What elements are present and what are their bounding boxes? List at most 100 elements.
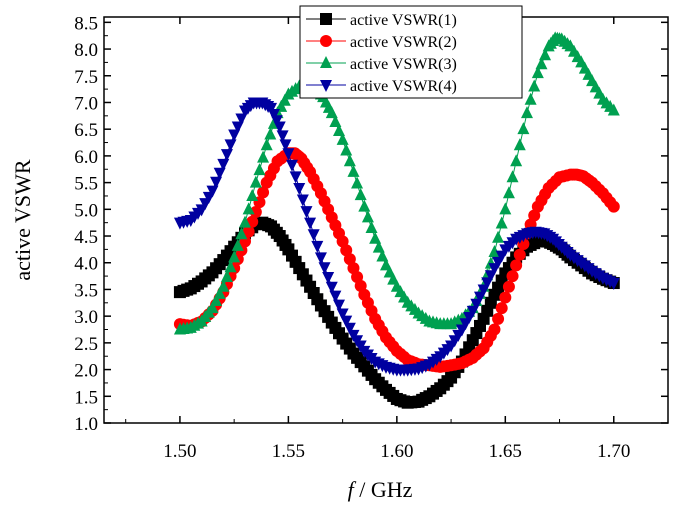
data-point [361, 210, 374, 223]
data-point [265, 102, 278, 115]
data-point [242, 225, 255, 238]
axes: 1.0 1.5 2.0 2.5 3.0 3.5 4.0 4.5 5.0 5.5 6.0 6.5 7.0 7… [74, 13, 669, 462]
data-point [264, 127, 277, 140]
series-layer [173, 31, 620, 409]
data-point [318, 262, 331, 275]
data-point [513, 138, 526, 151]
data-point [495, 302, 508, 315]
legend-label: active VSWR(3) [350, 56, 457, 73]
data-point [235, 227, 248, 240]
data-point [206, 301, 219, 314]
data-point [279, 139, 292, 152]
data-point [329, 290, 342, 303]
data-point [224, 139, 237, 152]
data-point [499, 202, 512, 215]
data-point [499, 291, 512, 304]
data-point [213, 167, 226, 180]
data-point [231, 238, 244, 251]
y-tick-label: 2.0 [74, 361, 98, 382]
legend-marker [320, 56, 332, 68]
y-tick-label: 7.0 [74, 93, 98, 114]
y-tick-label: 5.0 [74, 200, 98, 221]
legend-label: active VSWR(4) [350, 78, 457, 95]
data-point [492, 312, 505, 325]
data-point [286, 249, 298, 262]
data-point [506, 170, 519, 183]
legend-marker [320, 80, 332, 92]
data-point [325, 106, 338, 119]
data-point [304, 217, 317, 230]
legend-item: active VSWR(4) [306, 78, 457, 95]
data-point [231, 121, 244, 134]
y-tick-label: 5.5 [74, 174, 98, 195]
data-point [235, 113, 248, 126]
data-point [217, 279, 230, 292]
data-point [333, 123, 345, 136]
y-tick-label: 4.0 [74, 254, 98, 275]
data-point [260, 138, 273, 151]
series-4 [173, 97, 620, 377]
y-tick-label: 1.0 [74, 414, 98, 435]
legend-marker [320, 13, 332, 25]
data-point [369, 231, 382, 244]
y-tick-label: 6.5 [74, 120, 98, 141]
data-point [249, 175, 262, 188]
data-point [239, 215, 251, 228]
data-point [502, 280, 515, 293]
data-point [276, 130, 289, 143]
data-point [347, 164, 360, 177]
data-point [210, 176, 223, 189]
data-point [539, 48, 552, 61]
data-point [343, 322, 356, 335]
data-point [257, 186, 270, 199]
legend-label: active VSWR(2) [350, 34, 457, 51]
data-point [607, 278, 620, 291]
data-point [376, 249, 389, 262]
data-point [607, 103, 620, 116]
data-point [307, 229, 320, 242]
x-axis-title: f / GHz [348, 477, 413, 502]
y-axis-title: active VSWR [10, 159, 35, 281]
data-point [289, 171, 302, 184]
data-point [336, 132, 349, 145]
data-point [311, 240, 324, 253]
data-point [246, 188, 259, 201]
data-point [275, 99, 288, 112]
data-point [502, 186, 515, 199]
data-point [524, 92, 537, 105]
x-tick-label: 1.50 [163, 441, 196, 462]
data-point [351, 176, 364, 189]
data-point [506, 270, 519, 283]
data-point [325, 281, 338, 294]
series-2 [173, 147, 620, 373]
y-tick-label: 6.0 [74, 147, 98, 168]
data-point [224, 260, 237, 273]
y-tick-label: 1.5 [74, 387, 98, 408]
data-point [228, 250, 241, 263]
data-point [521, 106, 533, 119]
data-point [228, 129, 241, 142]
x-tick-label: 1.70 [597, 441, 630, 462]
data-point [314, 252, 327, 265]
legend-box [299, 5, 523, 99]
data-point [343, 154, 356, 167]
data-point [220, 269, 233, 282]
legend-label: active VSWR(1) [350, 12, 457, 29]
y-tick-label: 3.5 [74, 280, 98, 301]
data-point [267, 109, 280, 122]
y-tick-label: 3.0 [74, 307, 98, 328]
y-tick-label: 4.5 [74, 227, 98, 248]
x-tick-label: 1.55 [272, 441, 305, 462]
legend-marker [320, 35, 332, 47]
data-point [282, 148, 295, 161]
data-point [329, 115, 342, 128]
data-point [220, 149, 233, 162]
data-point [354, 188, 367, 201]
data-point [531, 66, 544, 79]
data-point [488, 323, 501, 336]
data-point [517, 122, 530, 135]
data-point [336, 308, 349, 321]
data-point [206, 185, 219, 198]
data-point [495, 216, 508, 229]
legend-item: active VSWR(3) [306, 56, 457, 73]
